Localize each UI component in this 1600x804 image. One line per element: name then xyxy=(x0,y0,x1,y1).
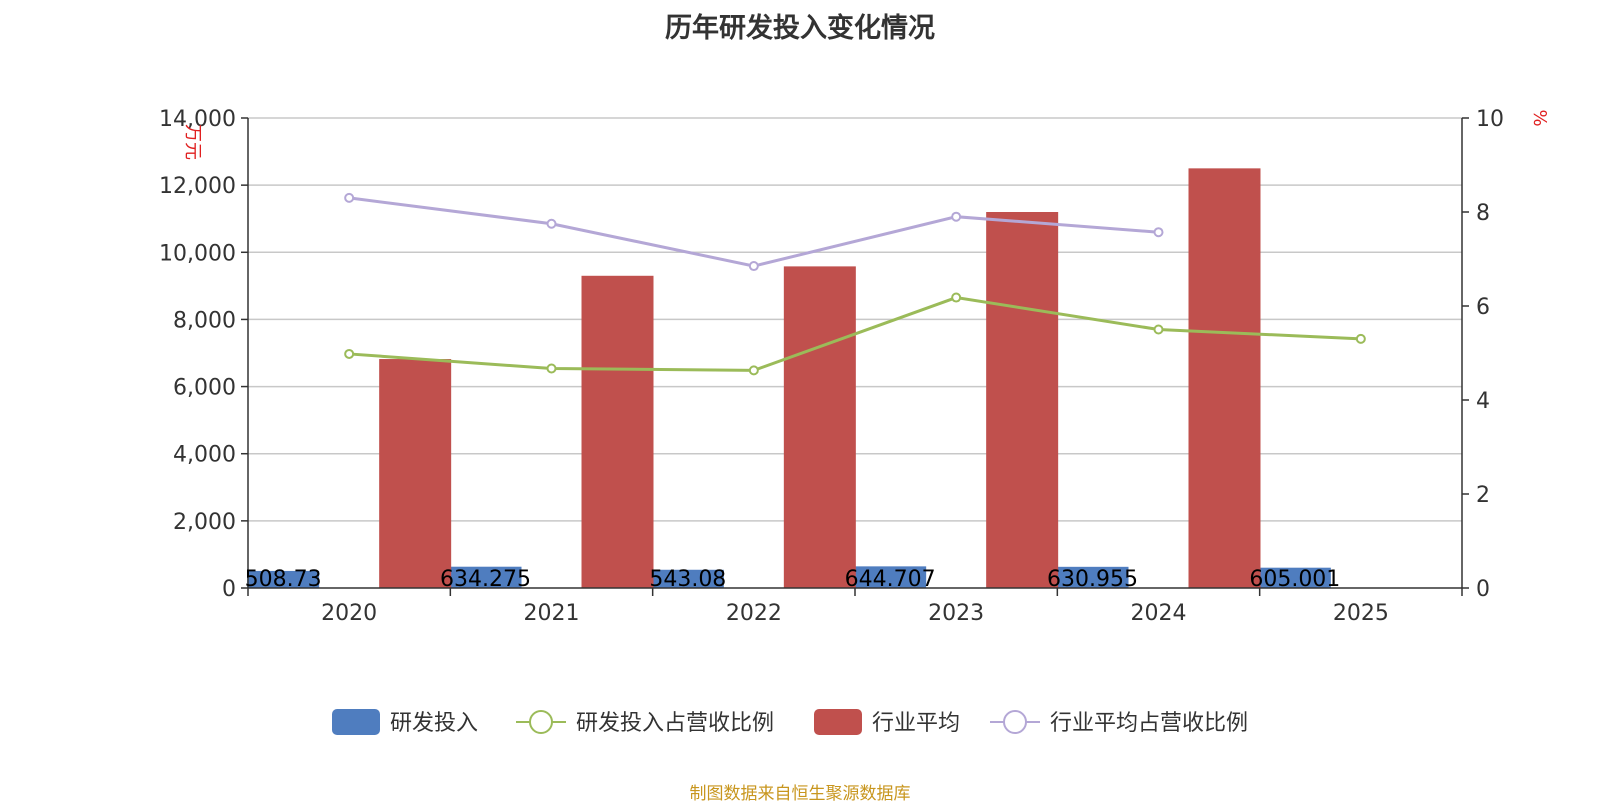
legend-swatch-marker xyxy=(1003,710,1027,734)
data-label: 634.275 xyxy=(440,567,531,592)
legend-item-0[interactable]: 研发投入 xyxy=(332,709,478,736)
line-point xyxy=(546,363,557,374)
legend-swatch-marker xyxy=(529,710,553,734)
series-line-0 xyxy=(349,295,1361,372)
bar-0 xyxy=(1258,567,1331,588)
line-point xyxy=(951,211,962,222)
legend[interactable]: 研发投入 研发投入占营收比例 行业平均 行业平均占营收比例 xyxy=(332,709,1248,736)
y-left-tick-label: 0 xyxy=(222,577,236,602)
legend-label: 行业平均 xyxy=(872,711,960,736)
axis-layer: 0 2,000 4,000 6,000 8,000 10,000 12,000 14,000 0… xyxy=(159,107,1550,626)
bar-0 xyxy=(247,570,320,588)
legend-swatch xyxy=(332,709,380,735)
y-right-unit: % xyxy=(1529,109,1550,126)
bar-1 xyxy=(1188,168,1261,588)
source-note: 制图数据来自恒生聚源数据库 xyxy=(689,784,911,804)
x-tick-label: 2025 xyxy=(1333,601,1389,626)
legend-item-1[interactable]: 研发投入占营收比例 xyxy=(516,710,774,736)
y-left-tick-label: 4,000 xyxy=(173,443,236,468)
y-left-tick-label: 8,000 xyxy=(173,308,236,333)
bar-0 xyxy=(449,566,522,588)
x-tick-label: 2020 xyxy=(321,601,377,626)
line-point xyxy=(951,292,962,303)
line-point xyxy=(748,261,759,272)
y-right-tick-label: 10 xyxy=(1476,107,1504,132)
y-right-tick-label: 4 xyxy=(1476,389,1490,414)
x-tick-label: 2021 xyxy=(524,601,580,626)
line-point xyxy=(1355,333,1366,344)
data-label: 630.955 xyxy=(1047,567,1138,592)
y-right-tick-label: 6 xyxy=(1476,295,1490,320)
x-tick-label: 2022 xyxy=(726,601,782,626)
data-label: 605.001 xyxy=(1249,567,1340,592)
bar-0 xyxy=(651,569,724,588)
y-right-tick-label: 2 xyxy=(1476,483,1490,508)
line-point xyxy=(1153,227,1164,238)
y-left-tick-label: 14,000 xyxy=(159,107,236,132)
line-point xyxy=(344,192,355,203)
legend-label: 研发投入占营收比例 xyxy=(576,711,774,736)
y-left-tick-label: 10,000 xyxy=(159,241,236,266)
bar-1 xyxy=(379,359,452,588)
y-left-tick-label: 6,000 xyxy=(173,376,236,401)
bar-0 xyxy=(854,566,927,588)
legend-item-2[interactable]: 行业平均 xyxy=(814,709,960,736)
x-tick-label: 2024 xyxy=(1131,601,1187,626)
legend-label: 研发投入 xyxy=(390,711,478,736)
line-layer xyxy=(344,192,1366,376)
line-point xyxy=(344,348,355,359)
data-label: 543.08 xyxy=(649,567,726,592)
line-point xyxy=(1153,324,1164,335)
line-point xyxy=(748,365,759,376)
y-right-tick-label: 0 xyxy=(1476,577,1490,602)
y-left-unit: 万元 xyxy=(182,124,203,160)
legend-swatch xyxy=(814,709,862,735)
y-right-tick-label: 8 xyxy=(1476,201,1490,226)
data-label: 644.707 xyxy=(845,567,936,592)
y-left-tick-label: 2,000 xyxy=(173,510,236,535)
bar-layer xyxy=(247,168,1331,588)
bar-1 xyxy=(986,212,1059,588)
data-label: 508.73 xyxy=(245,567,322,592)
bar-1 xyxy=(783,266,856,588)
line-point xyxy=(546,218,557,229)
label-layer: 508.73 634.275 543.08 644.707 630.955 605.001 xyxy=(245,567,1341,592)
x-tick-label: 2023 xyxy=(928,601,984,626)
legend-item-3[interactable]: 行业平均占营收比例 xyxy=(990,710,1248,736)
legend-label: 行业平均占营收比例 xyxy=(1050,711,1248,736)
bar-1 xyxy=(581,275,654,588)
bar-0 xyxy=(1056,566,1129,588)
y-left-tick-label: 12,000 xyxy=(159,174,236,199)
chart-title: 历年研发投入变化情况 xyxy=(665,13,935,44)
